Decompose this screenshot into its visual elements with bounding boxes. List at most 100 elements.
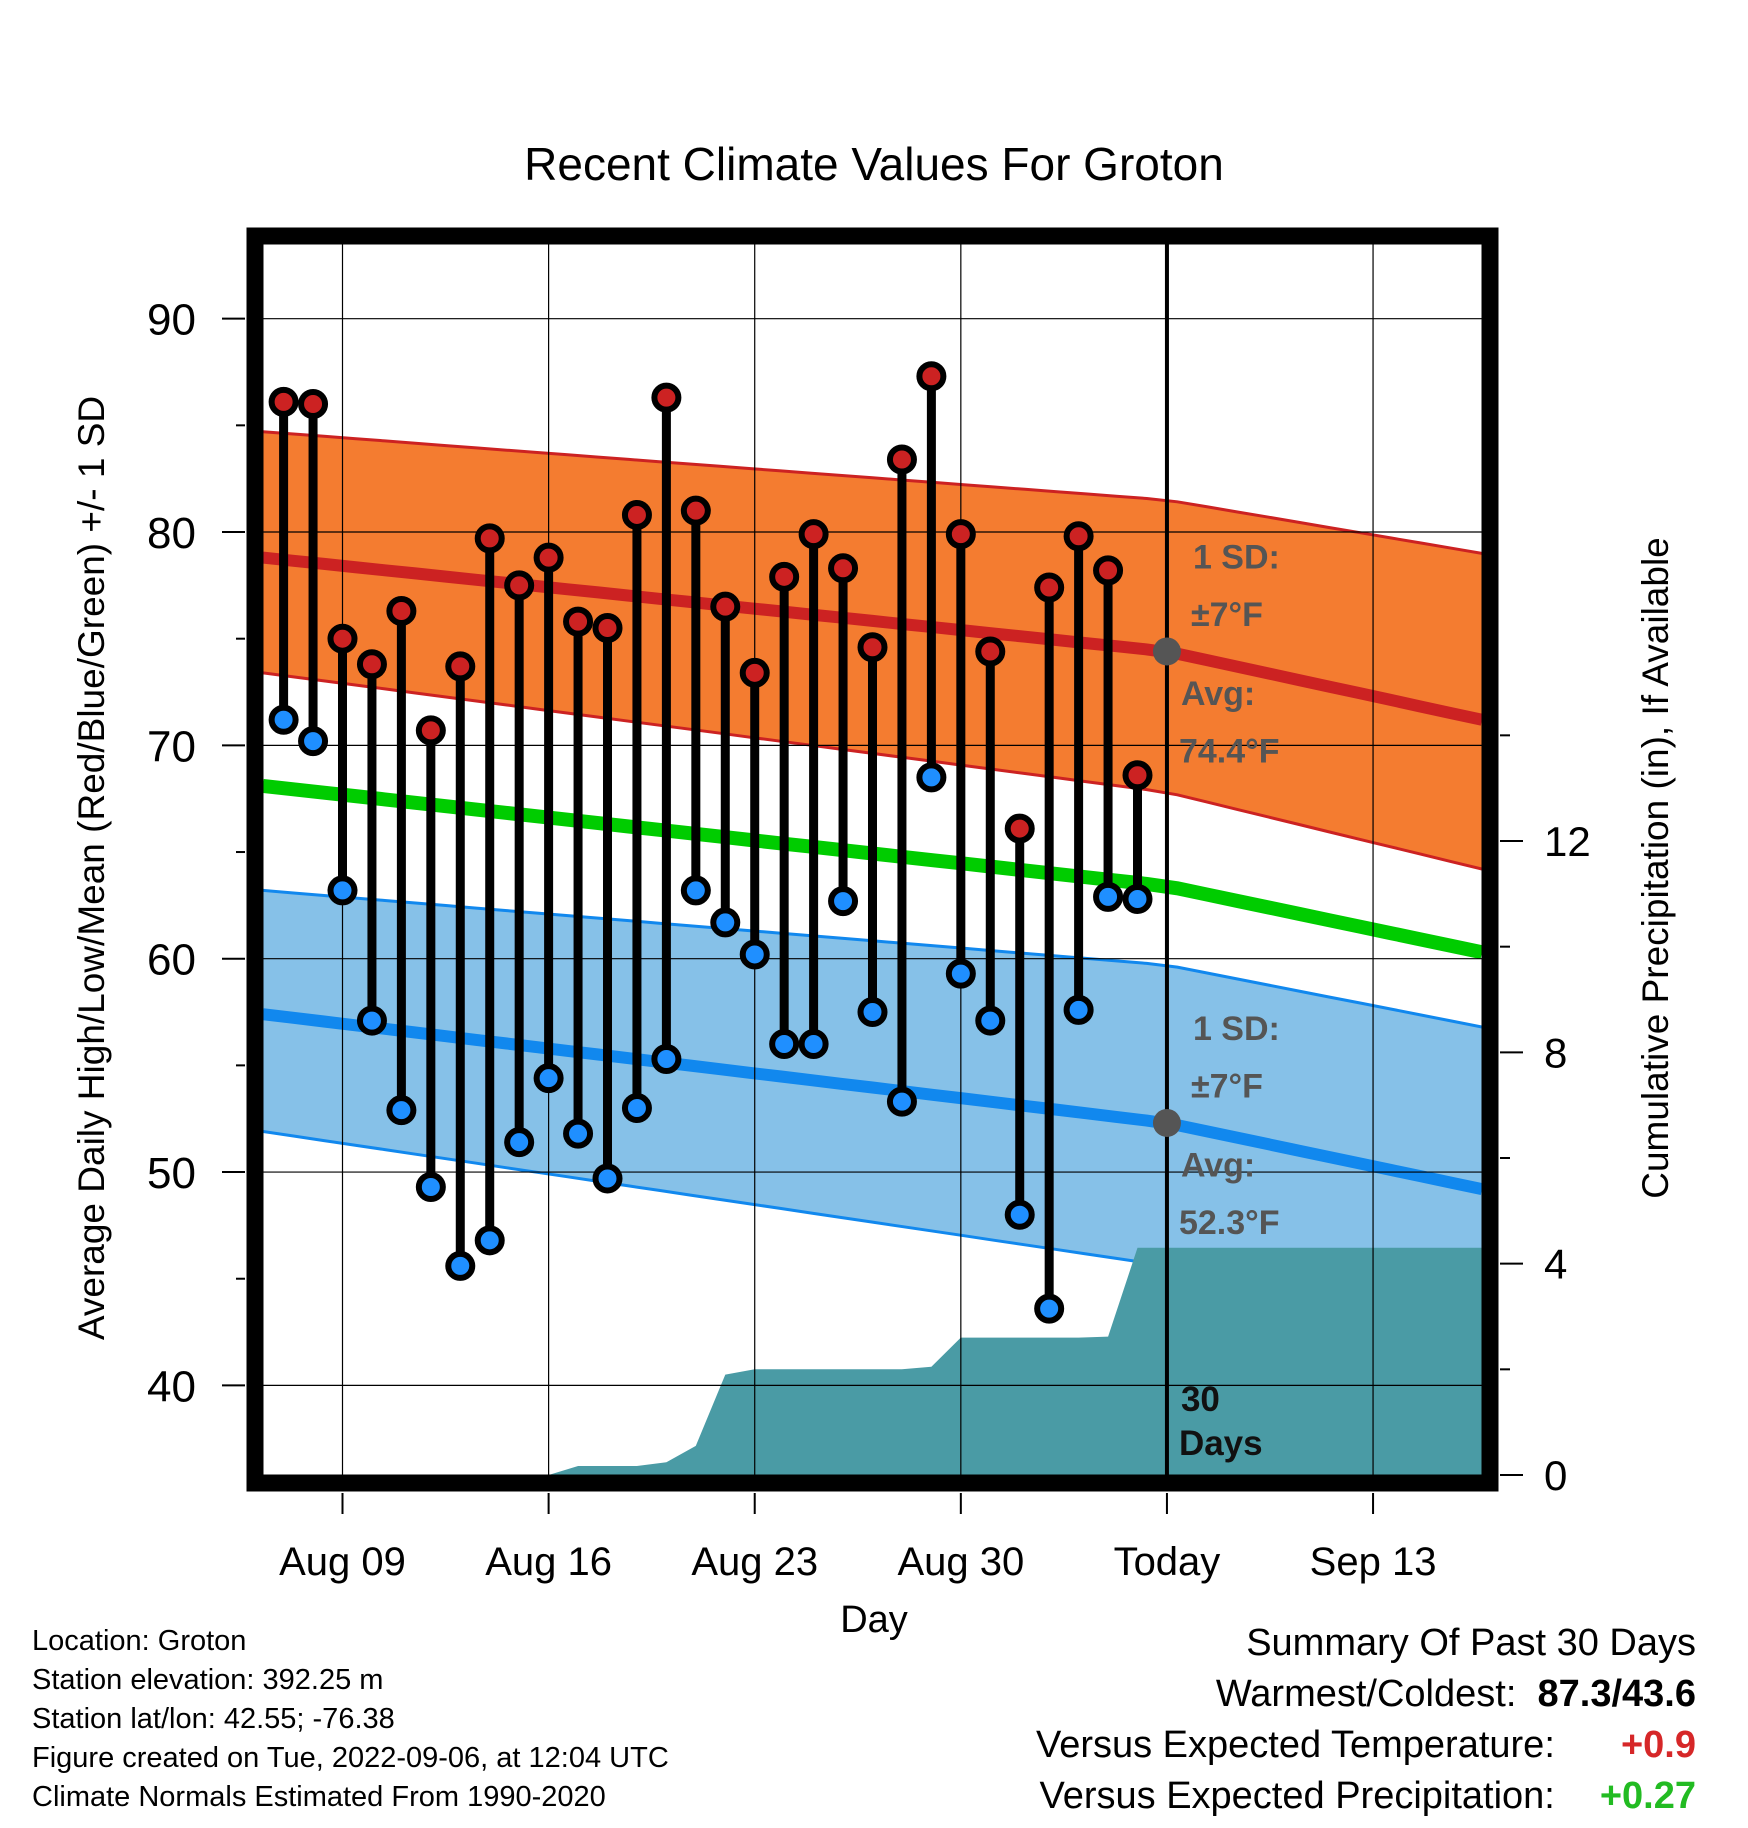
plot-content [263, 244, 1482, 1475]
normals-text: Climate Normals Estimated From 1990-2020 [32, 1781, 606, 1813]
low-sd-value: ±7°F [1191, 1067, 1263, 1105]
high-avg-label: Avg: [1181, 675, 1255, 713]
daily-high-point [798, 519, 829, 550]
today-low-avg-dot [1152, 1108, 1181, 1137]
summary-temp-row: Versus Expected Temperature: +0.9 [1036, 1720, 1696, 1771]
daily-low-point [298, 726, 329, 757]
daily-high-point [474, 523, 505, 554]
y2-tick-label: 4 [1544, 1241, 1567, 1288]
daily-low-point [533, 1063, 564, 1094]
daily-high-point [1063, 521, 1094, 552]
location-text: Location: Groton [32, 1625, 247, 1657]
daily-low-point [504, 1127, 535, 1158]
daily-low-point [710, 907, 741, 938]
summary-heading: Summary Of Past 30 Days [1246, 1622, 1696, 1664]
daily-low-point [474, 1225, 505, 1256]
high-sd-value: ±7°F [1191, 596, 1263, 634]
daily-low-point [621, 1093, 652, 1124]
daily-low-point [415, 1171, 446, 1202]
daily-low-point [739, 939, 770, 970]
x-tick-label: Aug 23 [691, 1540, 818, 1584]
daily-low-point [445, 1250, 476, 1281]
elevation-text: Station elevation: 392.25 m [32, 1664, 384, 1696]
station-info: Location: Groton Station elevation: 392.… [32, 1622, 669, 1817]
daily-high-point [386, 595, 417, 626]
daily-high-point [1034, 572, 1065, 603]
low-avg-label: Avg: [1181, 1146, 1255, 1184]
daily-low-point [1122, 883, 1153, 914]
temp-value: +0.9 [1620, 1724, 1696, 1766]
daily-low-point [386, 1095, 417, 1126]
low-avg-value: 52.3°F [1179, 1204, 1280, 1242]
daily-high-point [739, 657, 770, 688]
chart-title: Recent Climate Values For Groton [524, 138, 1224, 190]
warmest-label: Warmest/Coldest: [1215, 1673, 1517, 1715]
x-axis-label: Day [840, 1599, 908, 1641]
daily-high-point [268, 386, 299, 417]
daily-low-point [327, 875, 358, 906]
low-sd-label: 1 SD: [1193, 1010, 1280, 1048]
daily-low-point [268, 704, 299, 735]
y2-tick-label: 8 [1544, 1029, 1567, 1076]
high-band-upper-edge [263, 430, 1482, 555]
daily-low-point [1034, 1293, 1065, 1324]
plot-frame [246, 227, 1499, 1492]
daily-low-point [945, 958, 976, 989]
summary-precip-row: Versus Expected Precipitation: +0.27 [1036, 1771, 1696, 1822]
low-sd-band [263, 890, 1482, 1343]
daily-low-point [592, 1163, 623, 1194]
y-tick-label: 60 [147, 936, 196, 985]
cumulative-precip-area [263, 1247, 1482, 1475]
daily-low-point [356, 1005, 387, 1036]
daily-low-point [886, 1086, 917, 1117]
daily-low-point [828, 886, 859, 917]
x-tick-label: Today [1114, 1540, 1221, 1584]
daily-high-point [769, 561, 800, 592]
daily-high-point [533, 542, 564, 573]
daily-low-point [680, 875, 711, 906]
daily-high-point [945, 519, 976, 550]
period-label-number: 30 [1181, 1380, 1220, 1419]
today-high-avg-dot [1152, 637, 1181, 666]
daily-low-point [975, 1005, 1006, 1036]
warmest-value: 87.3/43.6 [1537, 1673, 1696, 1715]
daily-high-point [504, 570, 535, 601]
daily-low-point [1004, 1199, 1035, 1230]
normal-low-line [263, 1008, 1482, 1195]
y-tick-label: 80 [147, 509, 196, 558]
precip-value: +0.27 [1599, 1775, 1696, 1817]
daily-high-point [1122, 760, 1153, 791]
precip-label: Versus Expected Precipitation: [1039, 1775, 1555, 1817]
daily-high-point [916, 361, 947, 392]
y-axis-label: Average Daily High/Low/Mean (Red/Blue/Gr… [71, 396, 112, 1340]
normal-high-line [263, 551, 1482, 726]
y-tick-label: 50 [147, 1149, 196, 1198]
y-tick-label: 70 [147, 722, 196, 771]
y2-axis-label: Cumulative Precipitation (in), If Availa… [1635, 537, 1676, 1199]
latlon-text: Station lat/lon: 42.55; -76.38 [32, 1703, 395, 1735]
daily-high-point [1004, 813, 1035, 844]
y-tick-label: 90 [147, 296, 196, 345]
temp-label: Versus Expected Temperature: [1035, 1724, 1555, 1766]
created-text: Figure created on Tue, 2022-09-06, at 12… [32, 1742, 669, 1774]
daily-low-point [769, 1029, 800, 1060]
period-label-unit: Days [1179, 1424, 1263, 1463]
daily-low-point [1093, 881, 1124, 912]
daily-high-point [445, 651, 476, 682]
daily-low-point [651, 1043, 682, 1074]
daily-low-point [857, 997, 888, 1028]
daily-high-point [356, 649, 387, 680]
daily-high-point [828, 553, 859, 584]
daily-high-point [680, 495, 711, 526]
daily-high-point [298, 389, 329, 420]
daily-high-point [857, 632, 888, 663]
high-avg-value: 74.4°F [1179, 732, 1280, 770]
y2-tick-label: 0 [1544, 1452, 1567, 1499]
daily-high-point [1093, 555, 1124, 586]
daily-high-point [886, 444, 917, 475]
daily-low-point [563, 1118, 594, 1149]
y2-tick-label: 12 [1544, 818, 1591, 865]
daily-low-point [916, 762, 947, 793]
daily-high-point [651, 382, 682, 413]
